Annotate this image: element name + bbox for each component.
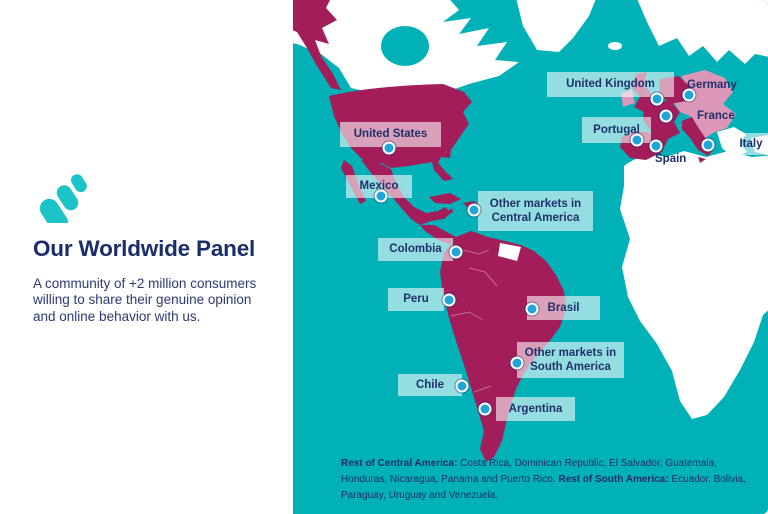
land-iceland [608,42,622,50]
map-label-chile: Chile [398,374,462,396]
continent-south-america [440,231,566,462]
map-label-central-america-other: Other markets in Central America [478,191,593,231]
marker-argentina [478,402,492,416]
map-label-germany: Germany [687,79,737,91]
footnote-central-america-label: Rest of Central America: [341,458,458,469]
marker-south-america-other [510,356,524,370]
footnote-south-america-label: Rest of South America: [558,474,669,485]
map-label-mexico: Mexico [346,175,412,198]
marker-chile [455,379,469,393]
south-america-borders [450,249,498,393]
marker-central-america-other [467,203,481,217]
marker-united-kingdom [650,92,664,106]
marker-colombia [449,245,463,259]
map-label-italy: Italy [730,133,768,155]
island-cuba [429,193,461,204]
marker-mexico [374,189,388,203]
marker-germany [682,88,696,102]
wave-w-logo-icon [39,174,87,223]
map-label-france: France [697,110,735,122]
island-sicily [698,157,706,163]
map-label-south-america-other: Other markets in South America [517,342,624,378]
map-label-brasil: Brasil [527,296,600,320]
country-alaska [293,0,341,90]
marker-france [659,109,673,123]
marker-portugal [630,133,644,147]
land-greenland [516,0,596,52]
map-label-colombia: Colombia [378,238,453,261]
world-map [293,0,768,514]
hudson-bay [381,26,429,66]
marker-italy [701,138,715,152]
footnote-central-america-text: Costa Rica, Dominican Republic, El Salva… [341,458,717,485]
panel-description: A community of +2 million consumers will… [33,276,257,324]
map-label-peru: Peru [388,288,444,311]
footnote: Rest of Central America: Costa Rica, Dom… [341,456,751,504]
footnote-south-america-text: Ecuador, Bolivia, Paraguay, Uruguay and … [341,474,746,501]
world-map-panel: United States Mexico Other markets in Ce… [293,0,768,514]
left-panel: Our Worldwide Panel A community of +2 mi… [0,0,293,514]
land-africa [620,151,768,419]
land-scandinavia-russia [637,0,768,64]
marker-brasil [525,302,539,316]
page-title: Our Worldwide Panel [33,236,256,261]
map-label-argentina: Argentina [496,397,575,421]
marker-spain [649,139,663,153]
marker-peru [442,293,456,307]
marker-united-states [382,141,396,155]
region-guyanas-white [498,243,521,261]
map-label-spain: Spain [655,153,687,165]
island-jamaica [449,209,453,213]
